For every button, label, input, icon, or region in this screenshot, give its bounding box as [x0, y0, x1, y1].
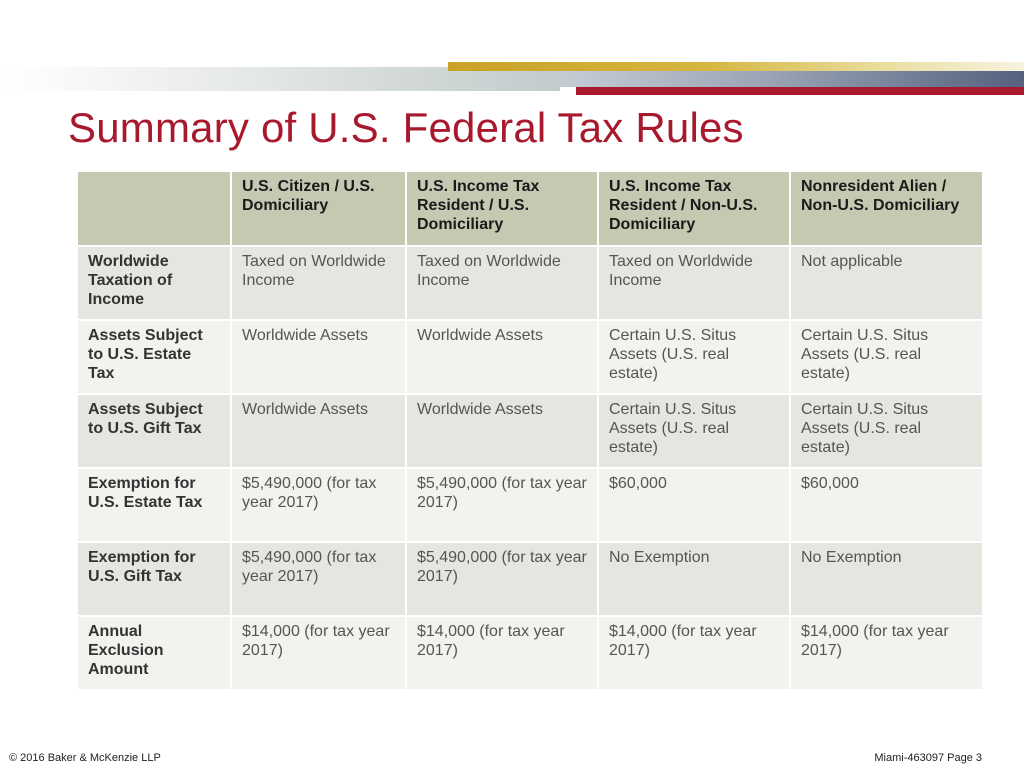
table-cell: Certain U.S. Situs Assets (U.S. real est…	[789, 393, 984, 469]
table-cell: Taxed on Worldwide Income	[405, 245, 599, 321]
table-cell: Certain U.S. Situs Assets (U.S. real est…	[597, 393, 791, 469]
table-corner-cell	[76, 170, 232, 247]
header-band-red	[576, 87, 1024, 95]
footer-page-ref: Miami-463097 Page 3	[874, 752, 982, 764]
table-cell: $5,490,000 (for tax year 2017)	[230, 541, 407, 617]
table-cell: Worldwide Assets	[230, 319, 407, 395]
table-cell: No Exemption	[789, 541, 984, 617]
table-cell: Worldwide Assets	[405, 393, 599, 469]
column-header-nonresident-alien: Nonresident Alien / Non-U.S. Domiciliary	[789, 170, 984, 247]
table-cell: $5,490,000 (for tax year 2017)	[230, 467, 407, 543]
row-label: Exemption for U.S. Estate Tax	[76, 467, 232, 543]
table-cell: $14,000 (for tax year 2017)	[405, 615, 599, 691]
row-label: Worldwide Taxation of Income	[76, 245, 232, 321]
table-cell: $5,490,000 (for tax year 2017)	[405, 541, 599, 617]
table-row: Worldwide Taxation of Income Taxed on Wo…	[76, 245, 984, 321]
table-cell: $60,000	[789, 467, 984, 543]
column-header-citizen: U.S. Citizen / U.S. Domiciliary	[230, 170, 407, 247]
table-cell: $14,000 (for tax year 2017)	[230, 615, 407, 691]
table-cell: Taxed on Worldwide Income	[597, 245, 791, 321]
tax-rules-table: U.S. Citizen / U.S. Domiciliary U.S. Inc…	[76, 170, 984, 691]
table-cell: $60,000	[597, 467, 791, 543]
table-row: Assets Subject to U.S. Gift Tax Worldwid…	[76, 393, 984, 469]
table-cell: No Exemption	[597, 541, 791, 617]
table-cell: $14,000 (for tax year 2017)	[789, 615, 984, 691]
table-row: Assets Subject to U.S. Estate Tax Worldw…	[76, 319, 984, 395]
row-label: Assets Subject to U.S. Gift Tax	[76, 393, 232, 469]
row-label: Annual Exclusion Amount	[76, 615, 232, 691]
table-cell: Worldwide Assets	[405, 319, 599, 395]
table-row: Exemption for U.S. Gift Tax $5,490,000 (…	[76, 541, 984, 617]
page-title: Summary of U.S. Federal Tax Rules	[68, 104, 744, 151]
table-cell: $5,490,000 (for tax year 2017)	[405, 467, 599, 543]
header-band-gold	[448, 62, 1024, 71]
header-band-slate	[560, 71, 1024, 87]
table-cell: Certain U.S. Situs Assets (U.S. real est…	[789, 319, 984, 395]
table-header-row: U.S. Citizen / U.S. Domiciliary U.S. Inc…	[76, 170, 984, 247]
table-cell: Certain U.S. Situs Assets (U.S. real est…	[597, 319, 791, 395]
row-label: Exemption for U.S. Gift Tax	[76, 541, 232, 617]
table-cell: Taxed on Worldwide Income	[230, 245, 407, 321]
footer-copyright: © 2016 Baker & McKenzie LLP	[9, 752, 161, 764]
table-cell: $14,000 (for tax year 2017)	[597, 615, 791, 691]
column-header-resident-domiciliary: U.S. Income Tax Resident / U.S. Domicili…	[405, 170, 599, 247]
table-cell: Worldwide Assets	[230, 393, 407, 469]
table-cell: Not applicable	[789, 245, 984, 321]
column-header-resident-non-domiciliary: U.S. Income Tax Resident / Non-U.S. Domi…	[597, 170, 791, 247]
row-label: Assets Subject to U.S. Estate Tax	[76, 319, 232, 395]
table-row: Exemption for U.S. Estate Tax $5,490,000…	[76, 467, 984, 543]
header-band-gray	[0, 67, 560, 91]
table-row: Annual Exclusion Amount $14,000 (for tax…	[76, 615, 984, 691]
